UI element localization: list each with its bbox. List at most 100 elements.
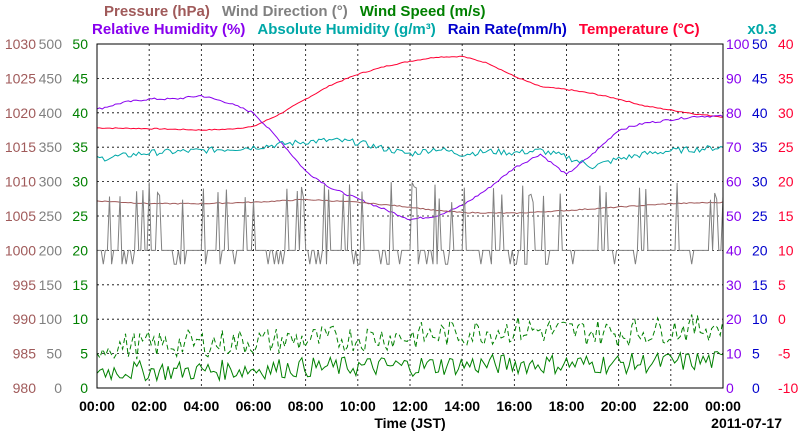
x-axis-ticks: 00:00 02:00 04:00 06:00 08:00 10:00 12:00 14:00… <box>79 398 741 414</box>
tick-label-relative-humidity: 100 <box>726 36 750 52</box>
x-tick-label: 18:00 <box>549 398 585 414</box>
tick-label-relative-humidity: 20 <box>726 311 742 327</box>
tick-label-wind-direction: 300 <box>39 174 63 190</box>
tick-label-wind-speed: 20 <box>72 242 88 258</box>
date-label: 2011-07-17 <box>711 415 782 431</box>
tick-label-pressure: 1015 <box>5 139 36 155</box>
series-line <box>97 182 724 265</box>
tick-label-pressure: 1005 <box>5 208 36 224</box>
tick-label-rain-rate: 40 <box>752 105 768 121</box>
x-tick-label: 00:00 <box>705 398 741 414</box>
tick-label-temperature: 15 <box>778 208 794 224</box>
scale-note-label: x0.3 <box>747 21 776 38</box>
tick-label-temperature: 20 <box>778 174 794 190</box>
x-tick-label: 12:00 <box>392 398 428 414</box>
x-tick-label: 16:00 <box>496 398 532 414</box>
series-line <box>96 198 724 215</box>
tick-label-wind-direction: 0 <box>54 380 62 396</box>
tick-label-wind-speed: 45 <box>72 70 88 86</box>
tick-label-rain-rate: 35 <box>752 139 768 155</box>
tick-label-temperature: 0 <box>778 311 786 327</box>
tick-label-wind-speed: 30 <box>72 174 88 190</box>
tick-label-rain-rate: 50 <box>752 36 768 52</box>
tick-label-temperature: -10 <box>778 380 798 396</box>
tick-label-relative-humidity: 40 <box>726 242 742 258</box>
tick-label-relative-humidity: 30 <box>726 277 742 293</box>
legend-entry: Absolute Humidity (g/m³) <box>257 21 435 38</box>
legend-entry: Relative Humidity (%) <box>92 21 245 38</box>
tick-label-rain-rate: 0 <box>752 380 760 396</box>
tick-label-wind-speed: 35 <box>72 139 88 155</box>
tick-label-temperature: -5 <box>778 346 791 362</box>
right-axes: 1009080706050403020100504540353025201510… <box>726 36 798 396</box>
x-tick-label: 08:00 <box>288 398 324 414</box>
legend-entry: Wind Direction (°) <box>222 3 348 20</box>
tick-label-pressure: 990 <box>13 311 37 327</box>
tick-label-wind-speed: 50 <box>72 36 88 52</box>
tick-label-pressure: 1000 <box>5 242 36 258</box>
series-line <box>96 94 724 221</box>
tick-label-wind-direction: 500 <box>39 36 63 52</box>
left-axes: 1030102510201015101010051000995990985980… <box>5 36 88 396</box>
tick-label-pressure: 1020 <box>5 105 36 121</box>
tick-label-wind-direction: 150 <box>39 277 63 293</box>
x-tick-label: 06:00 <box>236 398 272 414</box>
tick-label-wind-speed: 15 <box>72 277 88 293</box>
tick-label-wind-speed: 0 <box>80 380 88 396</box>
tick-label-pressure: 985 <box>13 346 37 362</box>
tick-label-pressure: 980 <box>13 380 37 396</box>
legend-entry: Pressure (hPa) <box>104 3 210 20</box>
x-tick-label: 04:00 <box>183 398 219 414</box>
tick-label-rain-rate: 15 <box>752 277 768 293</box>
tick-label-pressure: 995 <box>13 277 37 293</box>
tick-label-rain-rate: 30 <box>752 174 768 190</box>
x-tick-label: 14:00 <box>444 398 480 414</box>
tick-label-temperature: 5 <box>778 277 786 293</box>
tick-label-wind-direction: 450 <box>39 70 63 86</box>
tick-label-wind-direction: 350 <box>39 139 63 155</box>
series-line <box>96 350 724 383</box>
tick-label-wind-direction: 100 <box>39 311 63 327</box>
tick-label-wind-speed: 10 <box>72 311 88 327</box>
legend-entry: Temperature (°C) <box>579 21 700 38</box>
tick-label-wind-speed: 5 <box>80 346 88 362</box>
series-line <box>97 55 724 131</box>
tick-label-wind-direction: 400 <box>39 105 63 121</box>
x-tick-label: 22:00 <box>653 398 689 414</box>
tick-label-wind-direction: 250 <box>39 208 63 224</box>
x-tick-label: 02:00 <box>131 398 167 414</box>
tick-label-relative-humidity: 0 <box>726 380 734 396</box>
tick-label-temperature: 40 <box>778 36 794 52</box>
legend-row-2: Relative Humidity (%) Absolute Humidity (… <box>92 21 700 38</box>
tick-label-wind-speed: 25 <box>72 208 88 224</box>
tick-label-pressure: 1025 <box>5 70 36 86</box>
x-tick-label: 10:00 <box>340 398 376 414</box>
tick-label-relative-humidity: 90 <box>726 70 742 86</box>
x-axis-label: Time (JST) <box>374 415 445 431</box>
legend-row-1: Pressure (hPa) Wind Direction (°) Wind Spe… <box>104 3 485 20</box>
tick-label-wind-direction: 50 <box>46 346 62 362</box>
series-line <box>96 314 724 360</box>
tick-label-relative-humidity: 10 <box>726 346 742 362</box>
tick-label-rain-rate: 20 <box>752 242 768 258</box>
tick-label-pressure: 1030 <box>5 36 36 52</box>
tick-label-rain-rate: 5 <box>752 346 760 362</box>
tick-label-rain-rate: 10 <box>752 311 768 327</box>
data-series <box>96 55 724 383</box>
tick-label-temperature: 30 <box>778 105 794 121</box>
tick-label-relative-humidity: 80 <box>726 105 742 121</box>
tick-label-temperature: 25 <box>778 139 794 155</box>
x-tick-label: 20:00 <box>601 398 637 414</box>
legend-entry: Rain Rate(mm/h) <box>448 21 567 38</box>
tick-label-relative-humidity: 60 <box>726 174 742 190</box>
tick-label-relative-humidity: 70 <box>726 139 742 155</box>
tick-label-temperature: 35 <box>778 70 794 86</box>
tick-label-wind-direction: 200 <box>39 242 63 258</box>
series-line <box>96 137 724 170</box>
tick-label-wind-speed: 40 <box>72 105 88 121</box>
x-tick-label: 00:00 <box>79 398 115 414</box>
plot-grid <box>97 44 723 388</box>
legend-entry: Wind Speed (m/s) <box>360 3 486 20</box>
tick-label-temperature: 10 <box>778 242 794 258</box>
